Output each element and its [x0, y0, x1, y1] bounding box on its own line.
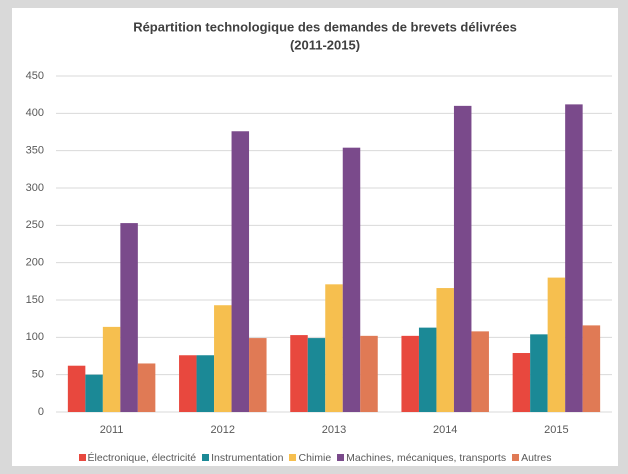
legend-swatch	[337, 454, 345, 461]
chart-title: (2011-2015)	[290, 37, 360, 52]
bar	[231, 131, 250, 412]
bar	[102, 326, 121, 412]
legend-label: Instrumentation	[211, 452, 284, 464]
y-tick-label: 400	[26, 107, 44, 119]
y-tick-label: 250	[26, 219, 44, 231]
bar	[436, 288, 454, 412]
legend-swatch	[289, 454, 297, 461]
legend-swatch	[202, 454, 210, 461]
legend-item: Chimie	[289, 452, 331, 464]
bar	[582, 325, 601, 412]
bar	[214, 305, 232, 412]
y-tick-label: 100	[26, 331, 44, 343]
y-tick-label: 450	[26, 70, 44, 82]
legend-item: Électronique, électricité	[78, 452, 197, 464]
y-tick-label: 300	[26, 182, 44, 194]
bar	[453, 105, 472, 412]
bar	[512, 353, 531, 412]
legend-item: Machines, mécaniques, transports	[337, 452, 506, 464]
x-tick-label: 2013	[322, 424, 346, 436]
legend-item: Instrumentation	[202, 452, 283, 464]
legend-swatch	[78, 454, 86, 461]
bar	[325, 284, 343, 412]
x-tick-label: 2012	[211, 424, 235, 436]
bar	[249, 338, 267, 412]
bar	[85, 374, 103, 412]
legend-item: Autres	[512, 452, 551, 464]
y-tick-label: 350	[26, 145, 44, 157]
bar	[401, 335, 419, 412]
bar	[342, 147, 361, 412]
bar	[307, 338, 326, 412]
x-tick-label: 2011	[100, 424, 124, 436]
legend-label: Machines, mécaniques, transports	[346, 452, 507, 464]
x-tick-label: 2014	[433, 424, 457, 436]
bar	[290, 335, 308, 412]
bar	[547, 277, 566, 412]
bar	[196, 355, 215, 412]
bar	[179, 355, 197, 412]
bar	[120, 223, 138, 412]
x-tick-label: 2015	[544, 424, 568, 436]
y-tick-label: 50	[32, 369, 44, 381]
y-tick-label: 0	[38, 406, 44, 418]
bar	[360, 335, 378, 412]
bar	[565, 104, 583, 412]
legend-label: Électronique, électricité	[87, 452, 197, 464]
bar	[137, 363, 156, 412]
y-tick-label: 150	[26, 294, 44, 306]
bar	[418, 327, 437, 412]
chart-title: Répartition technologique des demandes d…	[133, 19, 517, 34]
bar	[471, 331, 489, 412]
legend-swatch	[512, 454, 520, 461]
bar	[530, 334, 548, 412]
bar	[67, 365, 86, 412]
y-tick-label: 200	[26, 257, 44, 269]
legend-label: Chimie	[298, 452, 332, 464]
legend: Électronique, électricité Instrumentation…	[12, 452, 618, 464]
legend-label: Autres	[521, 452, 552, 464]
